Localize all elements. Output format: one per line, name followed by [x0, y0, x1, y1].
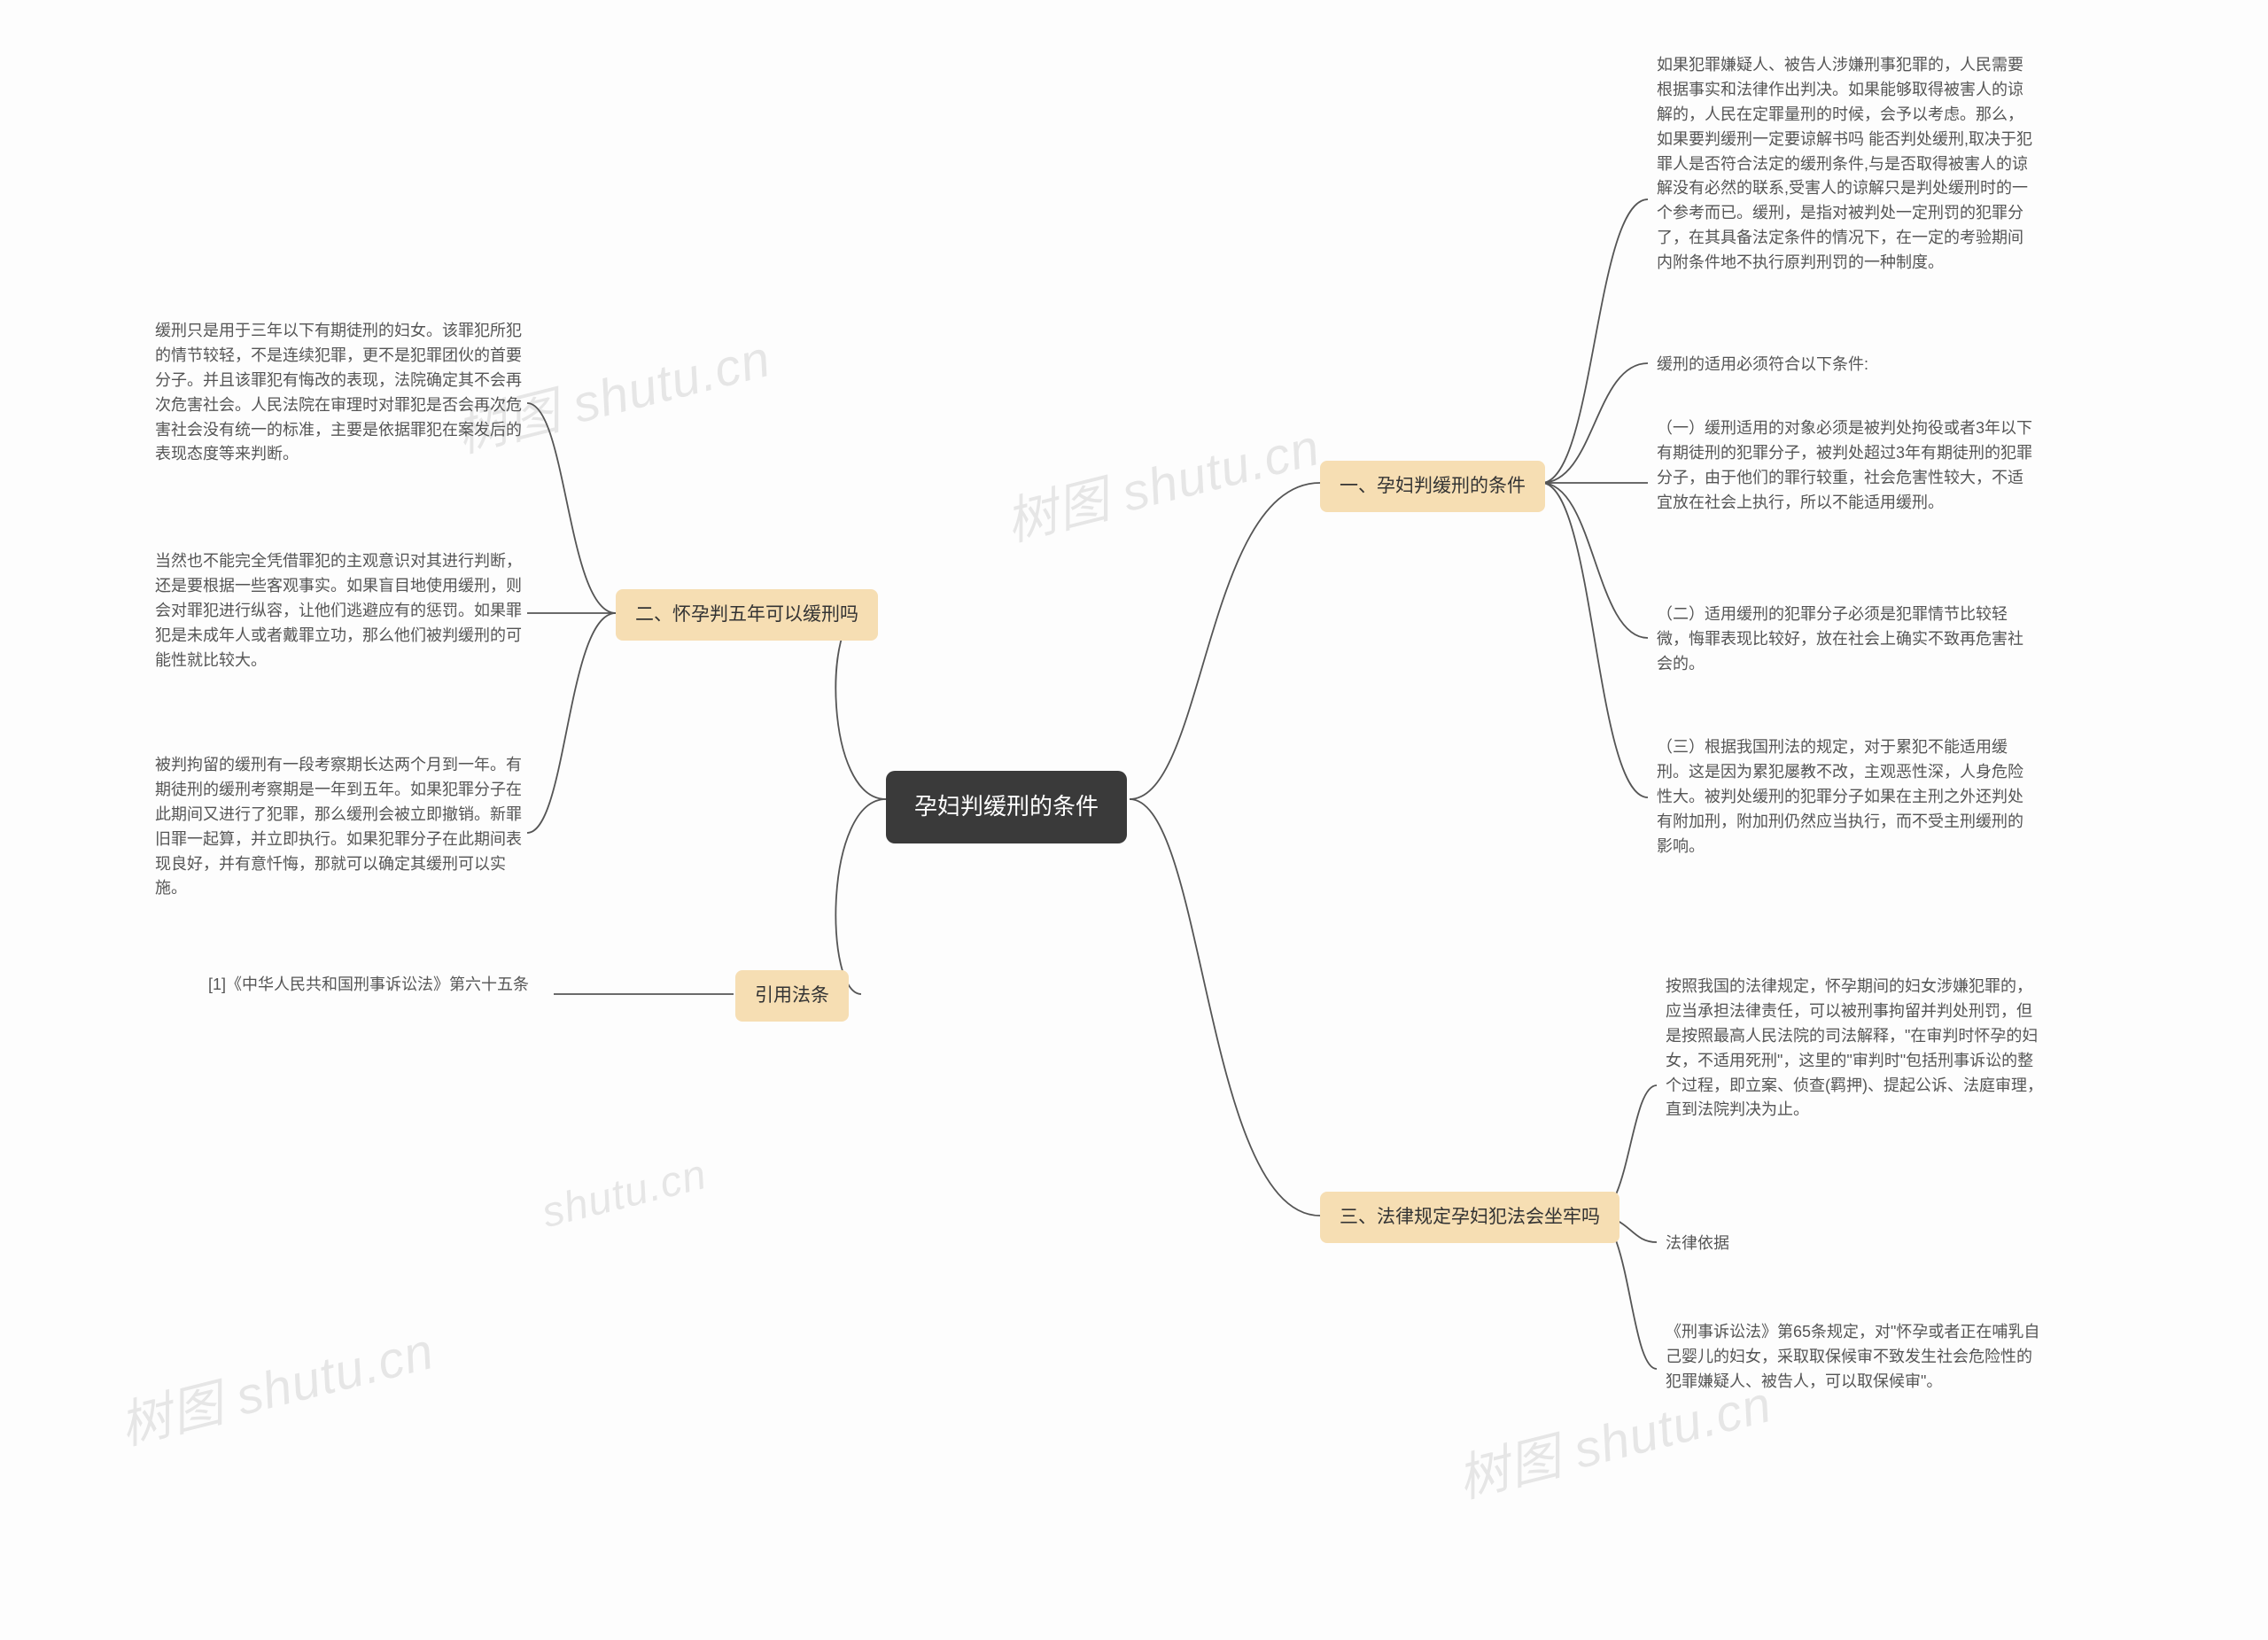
leaf-r2b: 法律依据: [1666, 1232, 1729, 1256]
watermark: 树图 shutu.cn: [997, 405, 1326, 555]
branch-r2: 三、法律规定孕妇犯法会坐牢吗: [1320, 1192, 1619, 1243]
leaf-l1a: 缓刑只是用于三年以下有期徒刑的妇女。该罪犯所犯的情节较轻，不是连续犯罪，更不是犯…: [155, 319, 527, 467]
leaf-r1e: （三）根据我国刑法的规定，对于累犯不能适用缓刑。这是因为累犯屡教不改，主观恶性深…: [1657, 735, 2038, 859]
leaf-r1b: 缓刑的适用必须符合以下条件:: [1657, 353, 1868, 377]
root-node: 孕妇判缓刑的条件: [886, 771, 1127, 843]
leaf-l1b: 当然也不能完全凭借罪犯的主观意识对其进行判断，还是要根据一些客观事实。如果盲目地…: [155, 549, 527, 672]
leaf-r2c: 《刑事诉讼法》第65条规定，对"怀孕或者正在哺乳自己婴儿的妇女，采取取保候审不致…: [1666, 1320, 2047, 1395]
leaf-l1c: 被判拘留的缓刑有一段考察期长达两个月到一年。有期徒刑的缓刑考察期是一年到五年。如…: [155, 753, 527, 901]
leaf-r2a: 按照我国的法律规定，怀孕期间的妇女涉嫌犯罪的，应当承担法律责任，可以被刑事拘留并…: [1666, 975, 2047, 1123]
leaf-r1d: （二）适用缓刑的犯罪分子必须是犯罪情节比较轻微，悔罪表现比较好，放在社会上确实不…: [1657, 602, 2038, 677]
branch-l2: 引用法条: [735, 970, 849, 1022]
branch-l1: 二、怀孕判五年可以缓刑吗: [616, 589, 878, 641]
leaf-l2a: [1]《中华人民共和国刑事诉讼法》第六十五条: [208, 973, 529, 998]
leaf-r1c: （一）缓刑适用的对象必须是被判处拘役或者3年以下有期徒刑的犯罪分子，被判处超过3…: [1657, 416, 2038, 516]
watermark: shutu.cn: [537, 1150, 711, 1238]
leaf-r1a: 如果犯罪嫌疑人、被告人涉嫌刑事犯罪的，人民需要根据事实和法律作出判决。如果能够取…: [1657, 53, 2038, 276]
branch-r1: 一、孕妇判缓刑的条件: [1320, 461, 1545, 512]
watermark: 树图 shutu.cn: [111, 1309, 440, 1458]
